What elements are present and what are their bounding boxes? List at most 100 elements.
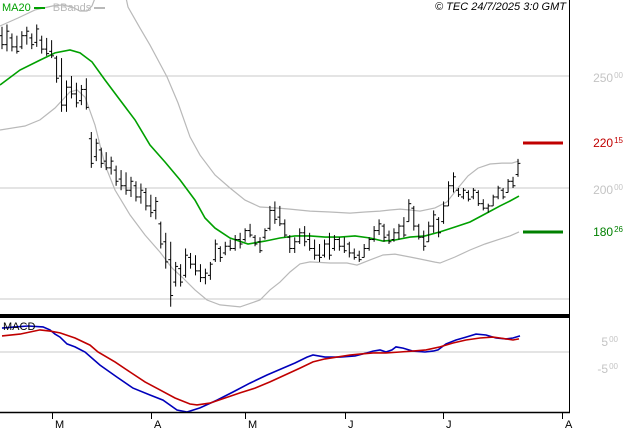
candle (391, 228, 397, 242)
candle (356, 250, 362, 262)
candle (14, 35, 20, 54)
candle (441, 201, 446, 224)
candle (505, 179, 511, 193)
series-MACD (1, 325, 521, 412)
candle (247, 223, 253, 238)
candle (495, 185, 501, 200)
candle (485, 203, 491, 213)
candle (406, 199, 412, 223)
candle (0, 26, 5, 50)
candle (451, 172, 456, 193)
candle (193, 255, 198, 276)
candle (143, 188, 149, 211)
candle (307, 232, 313, 251)
candle (282, 219, 288, 238)
candle (148, 194, 154, 218)
candle (515, 158, 521, 177)
candle (396, 223, 402, 240)
candlesticks (0, 24, 521, 307)
candle (34, 24, 40, 47)
candle (54, 55, 59, 83)
candle (446, 181, 451, 207)
candle (465, 190, 471, 202)
candle (83, 78, 89, 110)
candle (327, 232, 332, 260)
candle (153, 196, 159, 220)
candle (252, 235, 258, 247)
candle (78, 84, 84, 106)
candle (29, 33, 35, 50)
series-MA20 (0, 49, 520, 245)
candle (98, 147, 104, 168)
candle (381, 223, 387, 242)
candle (203, 268, 208, 285)
candle (262, 228, 268, 240)
series-BB_lower (0, 89, 520, 308)
candle (456, 188, 461, 197)
candle (207, 261, 213, 280)
candle (123, 172, 129, 195)
candle (376, 219, 382, 236)
candle (44, 37, 50, 56)
candle (24, 26, 30, 45)
candle (510, 176, 516, 188)
candle (401, 217, 407, 238)
candle (386, 230, 392, 244)
pane-borders (0, 0, 570, 419)
candle (74, 82, 79, 108)
candle (212, 239, 218, 262)
candle (93, 138, 99, 162)
candle (431, 210, 437, 233)
series-BB_upper (0, 0, 520, 214)
candle (242, 228, 248, 242)
candle (421, 230, 427, 251)
candle (19, 31, 25, 50)
candle (317, 244, 322, 262)
candle (198, 264, 203, 283)
candle (88, 132, 94, 168)
candle (267, 205, 273, 231)
candle (292, 237, 298, 253)
candle (475, 190, 481, 206)
candle (39, 35, 45, 54)
candle (341, 237, 347, 253)
candle (480, 199, 486, 211)
candle (346, 241, 352, 258)
candle (351, 248, 357, 260)
candle (371, 226, 377, 242)
candle (49, 40, 55, 59)
candle (133, 181, 139, 202)
candle (461, 188, 466, 200)
candle (227, 239, 233, 251)
candle (138, 183, 144, 204)
candle (69, 76, 74, 99)
candle (272, 201, 278, 224)
candle (188, 252, 193, 269)
candle (222, 241, 228, 256)
candle (411, 205, 417, 231)
candle (128, 176, 134, 197)
candle (361, 244, 367, 258)
candle (257, 237, 263, 253)
candle (163, 232, 169, 269)
candle (178, 264, 184, 287)
candle (426, 221, 432, 243)
candle (277, 205, 283, 227)
candle (297, 228, 303, 244)
candle (312, 239, 317, 260)
candle (287, 235, 293, 253)
candle (332, 235, 337, 251)
candle (500, 188, 506, 200)
candle (103, 152, 109, 171)
candle (59, 58, 64, 112)
candle (322, 239, 327, 258)
candle (113, 165, 119, 186)
candle (217, 246, 223, 262)
candle (64, 80, 69, 112)
candle (158, 221, 164, 249)
candle (9, 33, 15, 52)
candle (183, 248, 188, 278)
candle (168, 241, 174, 307)
candle (173, 261, 179, 287)
